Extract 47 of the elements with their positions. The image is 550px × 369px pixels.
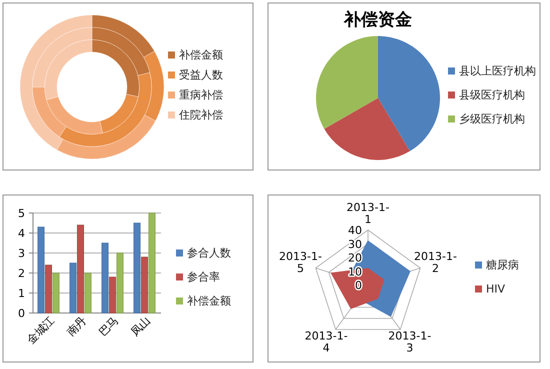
legend-label: 住院补偿 <box>179 108 223 122</box>
legend-label: 乡级医疗机构 <box>459 112 525 126</box>
x-tick-label: 巴马 <box>96 314 122 339</box>
bar <box>45 264 52 314</box>
bar <box>116 252 124 314</box>
legend-label: 县以上医疗机构 <box>459 64 536 78</box>
y-tick-label: 1 <box>18 287 25 300</box>
pie-slice <box>378 36 440 152</box>
x-tick-label: 南丹 <box>64 314 90 339</box>
y-tick-label: 2 <box>18 267 25 280</box>
y-tick-label: 3 <box>18 247 25 260</box>
legend-label: 县级医疗机构 <box>459 88 525 102</box>
y-tick-label: 0 <box>18 307 25 320</box>
legend-label: 重病补偿 <box>179 88 223 102</box>
legend-label: 受益人数 <box>179 68 223 82</box>
spoke-label: 2013-1-2 <box>414 250 458 276</box>
y-tick-label: 30 <box>348 238 362 251</box>
pie-slice <box>316 36 378 129</box>
spoke-label: 2013-1-3 <box>388 329 432 354</box>
x-tick-label: 凤山 <box>128 314 154 339</box>
spoke-label: 2013-1-1 <box>346 201 390 226</box>
y-tick-label: 0 <box>355 279 362 292</box>
y-tick-label: 5 <box>18 207 25 220</box>
bar <box>109 276 116 314</box>
bar <box>84 272 92 314</box>
legend-label: 参合率 <box>187 270 220 284</box>
spoke-label: 2013-1-5 <box>279 250 322 276</box>
y-tick-label: 10 <box>348 265 362 278</box>
legend-label: 补偿金额 <box>179 48 223 62</box>
y-tick-label: 40 <box>348 224 362 237</box>
legend-label: 参合人数 <box>187 246 231 260</box>
legend-label: 糖尿病 <box>486 258 519 272</box>
pie-slice <box>324 98 410 160</box>
bar <box>102 242 109 314</box>
bar <box>141 256 148 314</box>
bar <box>77 224 84 314</box>
bar <box>148 212 156 314</box>
legend-label: HIV <box>486 282 506 296</box>
x-tick-label: 金城江 <box>24 314 58 346</box>
bar <box>38 226 45 314</box>
bar <box>134 222 141 314</box>
bar <box>52 272 60 314</box>
chart-title: 补偿资金 <box>343 10 412 30</box>
bar <box>70 262 77 314</box>
y-tick-label: 4 <box>18 227 25 240</box>
legend-label: 补偿金额 <box>187 294 231 308</box>
spoke-label: 2013-1-4 <box>304 329 348 354</box>
